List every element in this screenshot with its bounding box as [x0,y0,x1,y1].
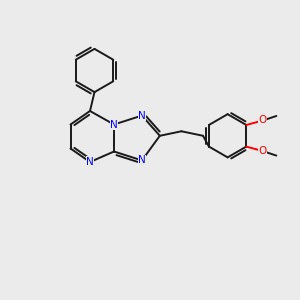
Text: N: N [86,157,94,167]
Text: N: N [138,155,146,165]
Text: O: O [259,146,267,156]
Text: O: O [259,116,267,125]
Text: N: N [110,119,118,130]
Text: N: N [138,111,146,121]
